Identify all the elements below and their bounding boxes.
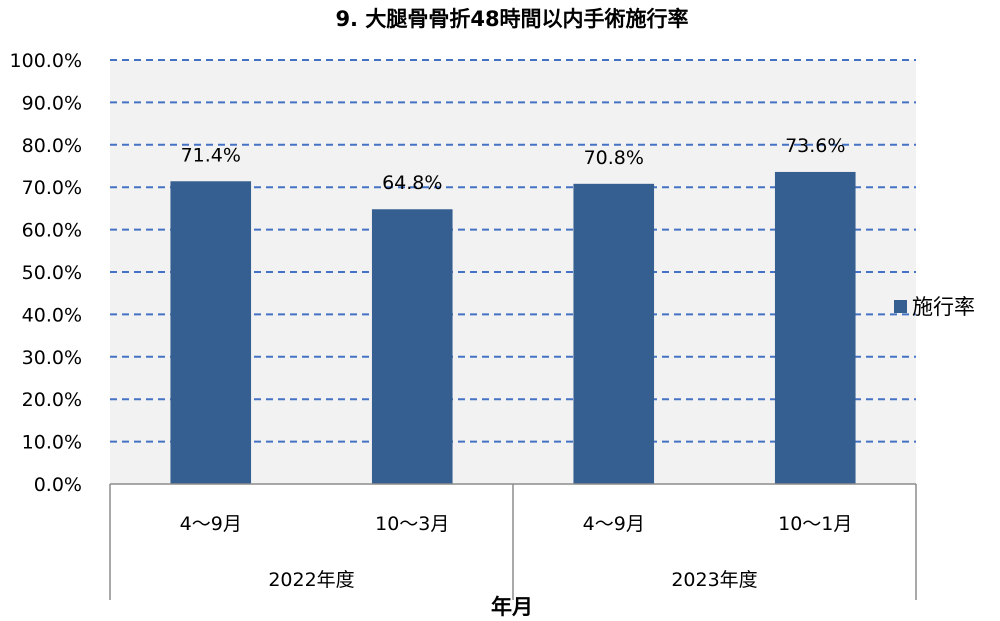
y-tick-label: 90.0%	[22, 92, 82, 114]
data-labels: 71.4% 64.8% 70.8% 73.6%	[181, 135, 846, 194]
group-label: 2023年度	[671, 569, 757, 591]
legend-label: 施行率	[912, 295, 975, 319]
data-label: 71.4%	[181, 144, 241, 166]
bar	[170, 181, 252, 485]
bar	[371, 209, 453, 485]
legend: 施行率	[894, 295, 975, 319]
y-tick-label: 80.0%	[22, 135, 82, 157]
y-axis-ticks: 0.0% 10.0% 20.0% 30.0% 40.0% 50.0% 60.0% 70.0% 8…	[10, 50, 82, 496]
y-tick-label: 0.0%	[34, 474, 82, 496]
bars	[170, 171, 856, 485]
data-label: 73.6%	[785, 135, 845, 157]
y-tick-label: 20.0%	[22, 389, 82, 411]
category-label: 10〜1月	[778, 513, 852, 535]
data-label: 64.8%	[382, 172, 442, 194]
data-label: 70.8%	[584, 147, 644, 169]
y-tick-label: 70.0%	[22, 177, 82, 199]
group-label: 2022年度	[268, 569, 354, 591]
y-tick-label: 100.0%	[10, 50, 82, 72]
y-tick-label: 10.0%	[22, 432, 82, 454]
y-tick-label: 50.0%	[22, 262, 82, 284]
y-tick-label: 40.0%	[22, 304, 82, 326]
x-axis-label: 年月	[491, 595, 533, 619]
chart-title: 9. 大腿骨骨折48時間以内手術施行率	[335, 7, 688, 31]
x-axis: 4〜9月 10〜3月 4〜9月 10〜1月 2022年度 2023年度	[109, 483, 917, 600]
y-tick-label: 30.0%	[22, 347, 82, 369]
bar	[573, 183, 655, 485]
category-label: 10〜3月	[375, 513, 449, 535]
legend-swatch	[894, 300, 907, 313]
category-label: 4〜9月	[583, 513, 645, 535]
bar	[774, 171, 856, 484]
y-tick-label: 60.0%	[22, 220, 82, 242]
category-label: 4〜9月	[180, 513, 242, 535]
